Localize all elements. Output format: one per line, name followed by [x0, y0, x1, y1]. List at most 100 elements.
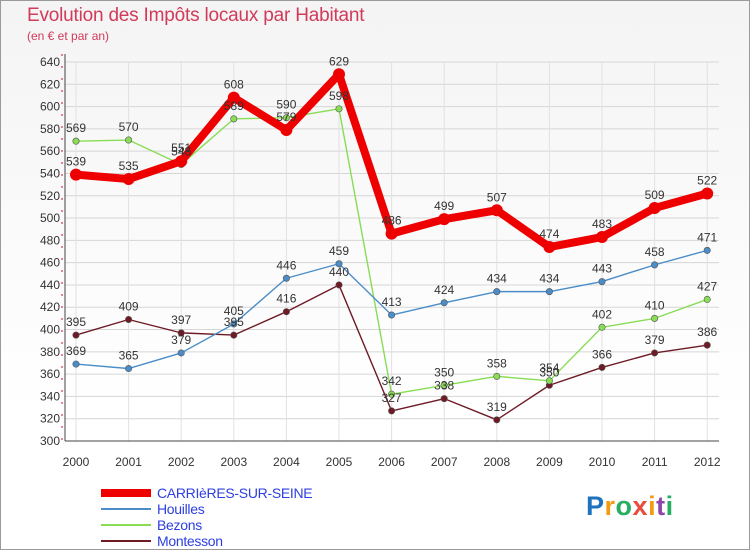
- data-label: 342: [382, 374, 402, 388]
- data-label: 409: [119, 299, 139, 313]
- x-tick-label: 2001: [115, 455, 142, 469]
- x-tick-label: 2011: [642, 455, 668, 469]
- y-tick-label: 580: [40, 122, 60, 136]
- data-point: [335, 260, 343, 268]
- data-label: 354: [539, 361, 559, 375]
- data-point: [230, 320, 238, 328]
- data-point: [493, 416, 501, 424]
- legend-swatch: [101, 524, 151, 526]
- data-point: [648, 202, 661, 215]
- data-label: 365: [119, 349, 139, 363]
- data-point: [440, 381, 448, 389]
- legend-swatch: [101, 508, 151, 510]
- data-point: [177, 329, 185, 337]
- data-label: 358: [487, 356, 507, 370]
- data-label: 474: [539, 227, 559, 241]
- logo-letter: o: [615, 491, 633, 521]
- data-point: [440, 395, 448, 403]
- x-tick-label: 2005: [326, 455, 353, 469]
- data-point: [493, 288, 501, 296]
- data-label: 410: [645, 298, 665, 312]
- data-label: 350: [434, 365, 454, 379]
- legend-swatch: [101, 540, 151, 542]
- data-point: [282, 274, 290, 282]
- proxiti-logo: Proxiti: [586, 491, 674, 522]
- data-point: [335, 281, 343, 289]
- logo-letter: t: [656, 491, 666, 521]
- data-point: [282, 308, 290, 316]
- data-label: 629: [329, 54, 349, 68]
- data-point: [545, 377, 553, 385]
- data-label: 598: [329, 89, 349, 103]
- x-tick-label: 2003: [220, 455, 247, 469]
- data-point: [543, 241, 556, 254]
- data-point: [72, 331, 80, 339]
- data-point: [335, 105, 343, 113]
- y-tick-label: 600: [40, 100, 60, 114]
- data-label: 395: [224, 315, 244, 329]
- data-point: [493, 372, 501, 380]
- data-label: 459: [329, 244, 349, 258]
- legend-swatch: [101, 489, 151, 497]
- y-tick-label: 340: [40, 389, 60, 403]
- y-tick-label: 640: [40, 55, 60, 69]
- data-label: 366: [592, 347, 612, 361]
- data-point: [598, 323, 606, 331]
- data-label: 507: [487, 190, 507, 204]
- x-tick-label: 2006: [378, 455, 405, 469]
- data-label: 522: [697, 174, 717, 188]
- x-tick-label: 2000: [63, 455, 90, 469]
- y-tick-label: 540: [40, 166, 60, 180]
- data-label: 440: [329, 265, 349, 279]
- chart-subtitle: (en € et par an): [27, 29, 110, 43]
- x-tick-label: 2008: [483, 455, 510, 469]
- data-label: 608: [224, 78, 244, 92]
- data-point: [703, 295, 711, 303]
- data-label: 338: [434, 379, 454, 393]
- legend-label: Montesson: [157, 533, 223, 549]
- data-point: [125, 365, 133, 373]
- data-point: [333, 68, 345, 81]
- data-label: 434: [539, 272, 559, 286]
- data-label: 405: [224, 304, 244, 318]
- legend-label: Houilles: [157, 501, 205, 517]
- logo-letter: i: [665, 491, 674, 521]
- data-point: [282, 114, 290, 122]
- logo-letter: x: [632, 491, 649, 521]
- data-point: [72, 360, 80, 368]
- data-point: [177, 349, 185, 357]
- data-label: 350: [539, 365, 559, 379]
- data-label: 369: [66, 344, 86, 358]
- data-point: [125, 136, 133, 144]
- y-tick-label: 320: [40, 412, 60, 426]
- y-tick-label: 500: [40, 211, 60, 225]
- chart-title: Evolution des Impôts locaux par Habitant: [27, 5, 365, 26]
- data-label: 590: [276, 98, 296, 112]
- data-point: [227, 91, 240, 104]
- data-label: 379: [171, 333, 191, 347]
- data-point: [385, 227, 398, 240]
- data-point: [438, 213, 451, 226]
- data-label: 458: [645, 245, 665, 259]
- data-point: [122, 173, 135, 186]
- y-tick-label: 620: [40, 77, 60, 91]
- data-label: 486: [382, 214, 402, 228]
- data-label: 397: [171, 313, 191, 327]
- data-label: 434: [487, 272, 507, 286]
- data-point: [70, 168, 82, 181]
- x-tick-label: 2010: [589, 455, 616, 469]
- data-point: [440, 299, 448, 307]
- data-point: [701, 187, 714, 200]
- x-tick-label: 2007: [431, 455, 458, 469]
- y-tick-label: 480: [40, 233, 60, 247]
- x-tick-label: 2002: [168, 455, 195, 469]
- data-point: [230, 115, 238, 123]
- data-label: 395: [66, 315, 86, 329]
- data-point: [388, 390, 396, 398]
- data-label: 535: [119, 159, 139, 173]
- data-point: [703, 341, 711, 349]
- data-label: 427: [697, 279, 717, 293]
- data-label: 570: [119, 120, 139, 134]
- data-point: [388, 311, 396, 319]
